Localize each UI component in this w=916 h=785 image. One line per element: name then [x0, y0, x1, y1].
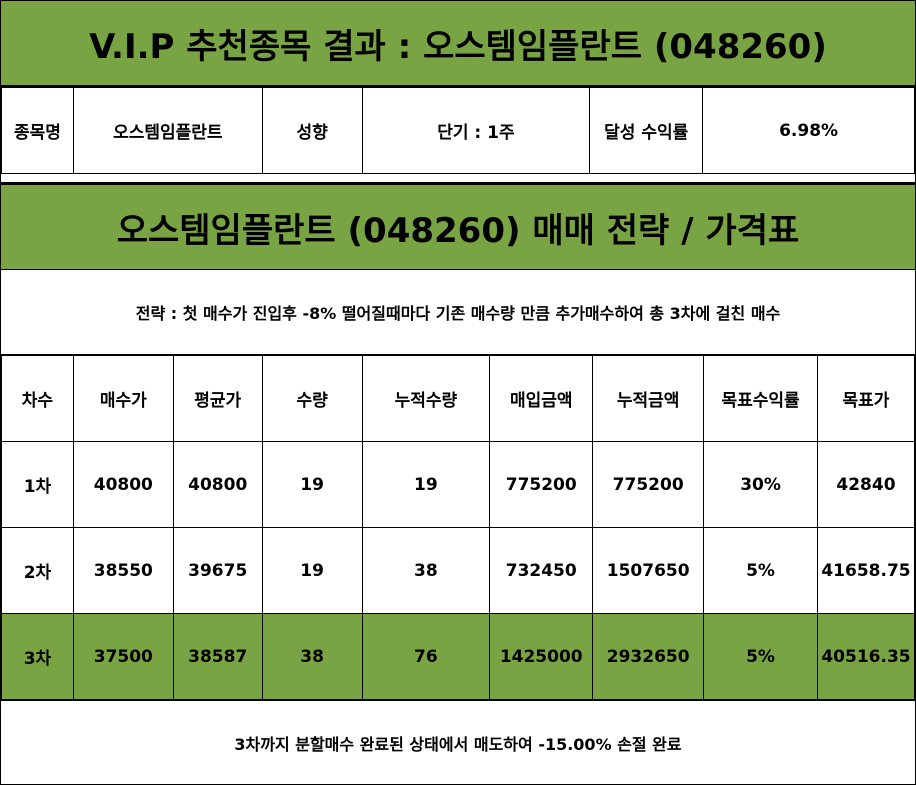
table-cell: 39675: [172, 527, 263, 614]
name-value: 오스템임플란트: [72, 87, 263, 174]
table-cell: 775200: [592, 441, 705, 528]
table-cell: 19: [361, 441, 491, 528]
info-table: 종목명 오스템임플란트 성향 단기 : 1주 달성 수익률 6.98%: [1, 87, 915, 174]
column-header: 매입금액: [489, 355, 594, 442]
table-cell: 30%: [703, 441, 818, 528]
column-header: 수량: [261, 355, 363, 442]
return-label: 달성 수익률: [589, 87, 704, 174]
table-cell: 19: [261, 527, 363, 614]
table-cell: 38587: [172, 613, 263, 700]
table-cell: 2932650: [592, 613, 705, 700]
table-cell: 19: [261, 441, 363, 528]
type-label: 성향: [261, 87, 363, 174]
column-header: 누적금액: [592, 355, 705, 442]
table-row-highlighted: 3차 37500 38587 38 76 1425000 2932650 5% …: [1, 613, 916, 700]
table-cell: 732450: [489, 527, 594, 614]
table-cell: 38: [361, 527, 491, 614]
column-header: 목표가: [816, 355, 916, 442]
column-header: 차수: [1, 355, 74, 442]
table-cell: 775200: [489, 441, 594, 528]
table-cell: 40800: [72, 441, 174, 528]
table-cell: 76: [361, 613, 491, 700]
column-header: 매수가: [72, 355, 174, 442]
page-title: V.I.P 추천종목 결과 : 오스템임플란트 (048260): [1, 1, 915, 87]
table-cell: 38: [261, 613, 363, 700]
table-cell: 1차: [1, 441, 74, 528]
table-cell: 5%: [703, 527, 818, 614]
column-header: 누적수량: [361, 355, 491, 442]
table-cell: 40800: [172, 441, 263, 528]
strategy-text: 전략 : 첫 매수가 진입후 -8% 떨어질때마다 기존 매수량 만큼 추가매수…: [1, 270, 915, 355]
table-row: 1차 40800 40800 19 19 775200 775200 30% 4…: [1, 441, 916, 528]
table-cell: 41658.75: [816, 527, 916, 614]
table-cell: 3차: [1, 613, 74, 700]
section-title: 오스템임플란트 (048260) 매매 전략 / 가격표: [1, 183, 915, 270]
column-header: 목표수익률: [703, 355, 818, 442]
table-cell: 40516.35: [816, 613, 916, 700]
table-cell: 37500: [72, 613, 174, 700]
table-cell: 42840: [816, 441, 916, 528]
table-header-row: 차수 매수가 평균가 수량 누적수량 매입금액 누적금액 목표수익률 목표가: [1, 355, 916, 442]
type-value: 단기 : 1주: [361, 87, 591, 174]
info-row: 종목명 오스템임플란트 성향 단기 : 1주 달성 수익률 6.98%: [1, 87, 915, 174]
table-cell: 38550: [72, 527, 174, 614]
result-note: 3차까지 분할매수 완료된 상태에서 매도하여 -15.00% 손절 완료: [1, 700, 915, 784]
table-cell: 2차: [1, 527, 74, 614]
column-header: 평균가: [172, 355, 263, 442]
table-cell: 1425000: [489, 613, 594, 700]
name-label: 종목명: [1, 87, 74, 174]
table-cell: 5%: [703, 613, 818, 700]
divider: [1, 173, 915, 183]
table-cell: 1507650: [592, 527, 705, 614]
return-value: 6.98%: [702, 87, 915, 174]
table-row: 2차 38550 39675 19 38 732450 1507650 5% 4…: [1, 527, 916, 614]
price-table: 차수 매수가 평균가 수량 누적수량 매입금액 누적금액 목표수익률 목표가 1…: [1, 355, 916, 700]
